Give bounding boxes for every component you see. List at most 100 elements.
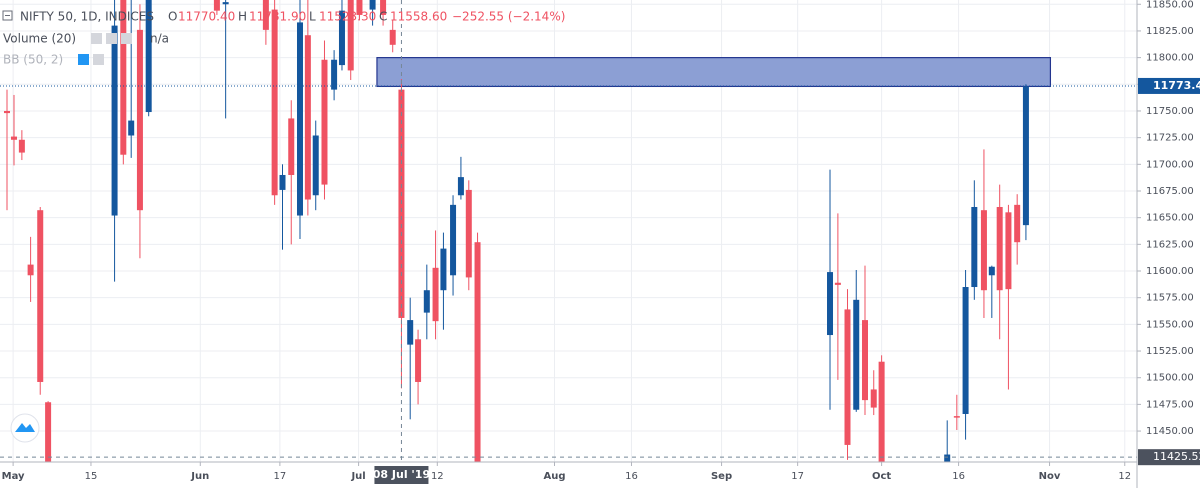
candle-body: [37, 210, 44, 382]
candle-body: [380, 0, 387, 15]
close-icon[interactable]: [121, 33, 132, 44]
y-tick-label: 11675.00: [1146, 186, 1194, 197]
collapse-icon[interactable]: [2, 10, 13, 21]
candle-body: [474, 242, 481, 462]
bb-label[interactable]: BB (50, 2): [3, 53, 63, 67]
x-tick-label: May: [2, 471, 25, 482]
x-tick-label: Jul: [350, 471, 365, 482]
candle-body: [971, 206, 978, 288]
bb-settings-icon[interactable]: [93, 54, 104, 65]
candle-body: [407, 320, 414, 345]
low-value: 11523.30: [319, 10, 376, 24]
y-tick-label: 11725.00: [1146, 133, 1194, 144]
candle-body: [18, 139, 25, 153]
candle-body: [962, 287, 969, 414]
legend-header: NIFTY 50, 1D, INDICES O 11770.40 H 11781…: [2, 10, 565, 67]
candle-body: [440, 248, 447, 291]
close-value: 11558.60: [390, 10, 447, 24]
candle-body: [338, 10, 345, 66]
price-label: 11773.45: [1153, 79, 1200, 92]
change: −252.55 (−2.14%): [452, 10, 565, 24]
candle-body: [222, 2, 229, 5]
candle-body: [262, 0, 269, 30]
x-tick-label: 12: [1118, 471, 1131, 482]
plot-area: [0, 0, 1137, 462]
high-label: H: [238, 10, 247, 24]
y-tick-label: 11625.00: [1146, 239, 1194, 250]
low-label: L: [309, 10, 316, 24]
bb-eye-icon[interactable]: [78, 54, 89, 65]
candle-body: [369, 0, 376, 10]
high-value: 11781.90: [249, 10, 306, 24]
x-tick-label: Nov: [1039, 471, 1061, 482]
candle-body: [861, 320, 868, 401]
candle-body: [347, 0, 354, 71]
candle-body: [356, 0, 363, 15]
candle-body: [870, 389, 877, 408]
candle-body: [389, 29, 396, 45]
candle-body: [27, 264, 34, 276]
open-value: 11770.40: [178, 10, 235, 24]
brand-icon: [10, 413, 40, 443]
candle-body: [834, 282, 841, 285]
candle-body: [432, 267, 439, 322]
candle-body: [844, 309, 851, 445]
y-tick-label: 11575.00: [1146, 293, 1194, 304]
candle-body: [457, 177, 464, 196]
candle-body: [111, 25, 118, 216]
candle-body: [120, 0, 127, 155]
y-tick-label: 11700.00: [1146, 159, 1194, 170]
x-tick-label: 16: [625, 471, 638, 482]
candle-body: [288, 118, 295, 175]
candle-body: [10, 136, 17, 140]
crosshair-x-label: 08 Jul '19: [373, 468, 430, 481]
y-tick-label: 11600.00: [1146, 266, 1194, 277]
candle-body: [415, 339, 422, 382]
candle-body: [128, 120, 135, 136]
y-tick-label: 11550.00: [1146, 319, 1194, 330]
candle-body: [45, 402, 52, 462]
x-tick-label: 16: [952, 471, 965, 482]
price-label-bg: [1138, 77, 1200, 94]
x-tick-label: 15: [85, 471, 98, 482]
y-tick-label: 11825.00: [1146, 26, 1194, 37]
candle-body: [312, 135, 319, 196]
candle-body: [1022, 86, 1029, 226]
x-tick-label: Jun: [190, 471, 209, 482]
candle-body: [271, 9, 278, 196]
candle-body: [296, 22, 303, 216]
x-tick-label: Oct: [872, 471, 891, 482]
y-tick-label: 11850.00: [1146, 0, 1194, 10]
y-tick-label: 11800.00: [1146, 53, 1194, 64]
crosshair-y-label-bg: [1138, 449, 1200, 466]
open-label: O: [168, 10, 177, 24]
symbol: NIFTY 50, 1D, INDICES: [20, 10, 154, 24]
y-tick-label: 11750.00: [1146, 106, 1194, 117]
settings-icon[interactable]: [106, 33, 117, 44]
candle-body: [465, 189, 472, 278]
candle-body: [136, 29, 143, 211]
candle-body: [988, 266, 995, 276]
volume-label[interactable]: Volume (20): [3, 32, 76, 46]
x-tick-label: 17: [274, 471, 287, 482]
candle-body: [1005, 212, 1012, 290]
y-tick-label: 11500.00: [1146, 373, 1194, 384]
y-tick-label: 11450.00: [1146, 426, 1194, 437]
candle-body: [996, 206, 1003, 291]
x-tick-label: 12: [431, 471, 444, 482]
x-tick-label: 17: [791, 471, 804, 482]
candle-body: [853, 299, 860, 410]
y-tick-label: 11475.00: [1146, 399, 1194, 410]
candle-body: [1014, 204, 1021, 243]
y-tick-label: 11650.00: [1146, 213, 1194, 224]
candle-body: [331, 59, 338, 90]
candle-body: [450, 204, 457, 276]
brand-logo: [15, 423, 35, 432]
eye-icon[interactable]: [91, 33, 102, 44]
candle-body: [213, 0, 220, 11]
candle-body: [980, 210, 987, 291]
candle-body: [827, 272, 834, 336]
volume-value: n/a: [150, 32, 169, 46]
